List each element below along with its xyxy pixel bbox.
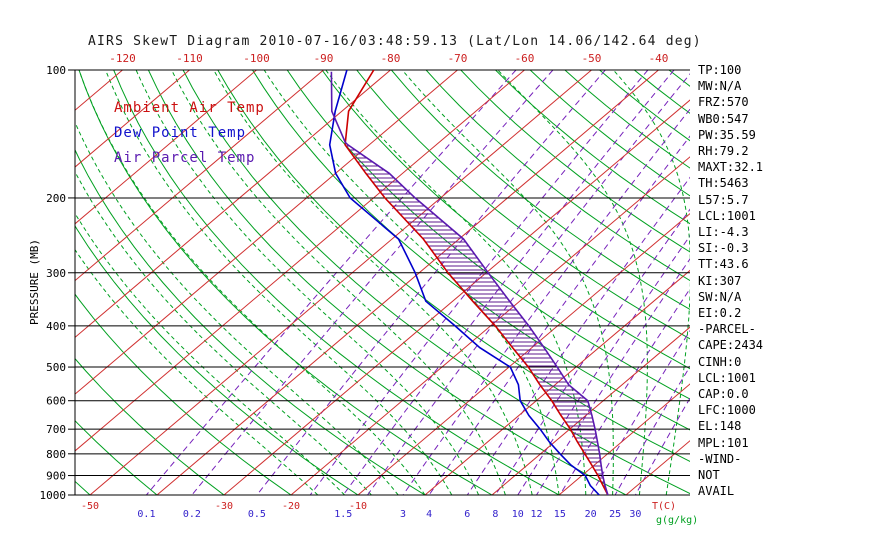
stat-line: AVAIL [698, 484, 735, 499]
tick-label: -50 [81, 501, 99, 512]
tick-label: 100 [46, 64, 66, 77]
tick-label: 200 [46, 192, 66, 205]
tick-label: 12 [530, 509, 542, 520]
stat-line: NOT [698, 468, 720, 483]
tick-label: -30 [215, 501, 233, 512]
tick-label: 700 [46, 423, 66, 436]
tick-label: -10 [349, 501, 367, 512]
stat-line: -PARCEL- [698, 322, 756, 337]
ambient-curve [344, 70, 609, 495]
cape-hatch-area [345, 142, 608, 495]
stat-line: SW:N/A [698, 289, 742, 304]
tick-label: 10 [512, 509, 524, 520]
tick-label: -20 [282, 501, 300, 512]
tick-label: -80 [381, 52, 401, 65]
axis-labels: -120 -110 -100 -90 -80 -70 -60 -50 -40 -50 -30 -20 -… [28, 52, 698, 526]
tick-label: -60 [515, 52, 535, 65]
tick-label: 1000 [40, 489, 67, 502]
mixing-unit-label: g(g/kg) [656, 515, 698, 526]
chart-title: AIRS SkewT Diagram 2010-07-16/03:48:59.1… [88, 34, 702, 49]
stat-line: MAXT:32.1 [698, 160, 764, 175]
tick-label: 20 [585, 509, 597, 520]
stat-line: LI:-4.3 [698, 225, 749, 240]
tick-label: 600 [46, 395, 66, 408]
moist-adiabats [75, 70, 690, 495]
parcel-curve [330, 71, 609, 495]
stat-line: TT:43.6 [698, 257, 749, 272]
stat-line: KI:307 [698, 273, 742, 288]
stat-line: MW:N/A [698, 79, 742, 94]
legend: Ambient Air Temp Dew Point Temp Air Parc… [114, 96, 265, 171]
legend-dew-point-temp: Dew Point Temp [114, 125, 247, 141]
tick-label: -40 [649, 52, 669, 65]
stat-line: -WIND- [698, 451, 742, 466]
stat-line: TP:100 [698, 63, 742, 77]
tick-label: 1.5 [334, 509, 352, 520]
stat-line: L57:5.7 [698, 192, 749, 207]
tick-label: -120 [109, 52, 136, 65]
legend-air-parcel-temp: Air Parcel Temp [114, 150, 256, 166]
stat-line: PW:35.59 [698, 127, 756, 142]
stat-line: MPL:101 [698, 435, 749, 450]
tick-label: 900 [46, 470, 66, 483]
stat-line: TH:5463 [698, 176, 749, 191]
dewpoint-curve [328, 70, 600, 495]
x-unit-label: T(C) [652, 501, 676, 512]
stat-line: LCL:1001 [698, 208, 756, 223]
stat-line: EL:148 [698, 419, 742, 434]
stat-line: CINH:0 [698, 354, 742, 369]
stat-line: LFC:1000 [698, 403, 756, 418]
dry-adiabats [75, 70, 690, 495]
tick-label: 8 [492, 509, 498, 520]
stat-line: RH:79.2 [698, 144, 749, 159]
stat-line: EI:0.2 [698, 306, 742, 321]
tick-label: 0.2 [183, 509, 201, 520]
stat-line: CAPE:2434 [698, 338, 764, 353]
tick-label: 400 [46, 320, 66, 333]
tick-label: 15 [554, 509, 566, 520]
tick-label: 3 [400, 509, 406, 520]
tick-label: 4 [426, 509, 432, 520]
tick-label: -70 [448, 52, 468, 65]
stat-line: LCL:1001 [698, 370, 756, 385]
tick-label: -100 [243, 52, 270, 65]
stat-line: WB0:547 [698, 111, 749, 126]
tick-label: 25 [609, 509, 621, 520]
tick-label: 0.1 [137, 509, 155, 520]
tick-label: 800 [46, 448, 66, 461]
tick-label: 30 [629, 509, 641, 520]
tick-label: -90 [314, 52, 334, 65]
pressure-lines [75, 69, 690, 496]
tick-label: 6 [464, 509, 470, 520]
tick-label: 0.5 [248, 509, 266, 520]
tick-label: -50 [582, 52, 602, 65]
stats-panel: TP:100 MW:N/A FRZ:570 WB0:547 PW:35.59 RH:79.… [698, 62, 763, 499]
stat-line: SI:-0.3 [698, 241, 749, 256]
tick-label: 300 [46, 267, 66, 280]
stat-line: FRZ:570 [698, 95, 749, 110]
tick-label: 500 [46, 361, 66, 374]
tick-label: -110 [176, 52, 203, 65]
y-axis-label: PRESSURE (MB) [28, 239, 41, 325]
legend-ambient-air-temp: Ambient Air Temp [114, 100, 265, 116]
stat-line: CAP:0.0 [698, 387, 749, 402]
